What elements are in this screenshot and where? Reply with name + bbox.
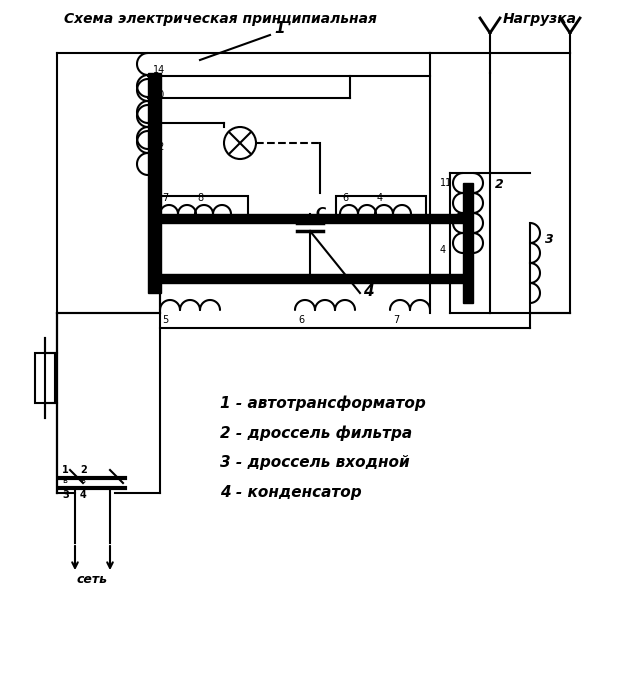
Text: 1: 1	[62, 465, 69, 475]
Text: 7: 7	[393, 315, 399, 325]
Bar	[158, 196, 248, 221]
Text: C: C	[315, 206, 325, 220]
Text: 3 - дроссель входной: 3 - дроссель входной	[220, 456, 410, 471]
Text: 8: 8	[197, 193, 203, 203]
Text: 3: 3	[545, 233, 554, 246]
Text: 6: 6	[342, 193, 348, 203]
Text: 5: 5	[162, 315, 168, 325]
Bar	[148, 73, 161, 293]
Text: 2: 2	[80, 465, 86, 475]
Text: 1 - автотрансформатор: 1 - автотрансформатор	[220, 395, 425, 410]
Text: 6: 6	[298, 315, 304, 325]
Text: 3: 3	[62, 490, 69, 500]
Text: сеть: сеть	[77, 573, 108, 586]
Text: 4: 4	[80, 490, 86, 500]
Text: 10: 10	[153, 90, 165, 100]
Bar	[160, 274, 470, 283]
Text: 11: 11	[153, 115, 165, 125]
Bar	[336, 196, 426, 221]
Bar	[463, 183, 473, 303]
Text: Нагрузка: Нагрузка	[503, 12, 577, 26]
Text: 11: 11	[440, 178, 452, 188]
Text: 12: 12	[153, 142, 165, 152]
Text: в: в	[62, 476, 67, 485]
Text: 4: 4	[440, 245, 446, 255]
Text: 4 - конденсатор: 4 - конденсатор	[220, 486, 361, 501]
Text: 4: 4	[363, 284, 374, 299]
Bar	[160, 214, 470, 223]
Text: Схема электрическая принципиальная: Схема электрическая принципиальная	[63, 12, 376, 26]
Text: 14: 14	[153, 65, 165, 75]
Text: в: в	[80, 476, 85, 485]
Text: 4: 4	[377, 193, 383, 203]
Text: 2: 2	[495, 178, 504, 191]
Bar	[35, 353, 55, 403]
Text: 1: 1	[274, 21, 285, 36]
Text: 2 - дроссель фильтра: 2 - дроссель фильтра	[220, 426, 412, 441]
Text: 7: 7	[162, 193, 168, 203]
